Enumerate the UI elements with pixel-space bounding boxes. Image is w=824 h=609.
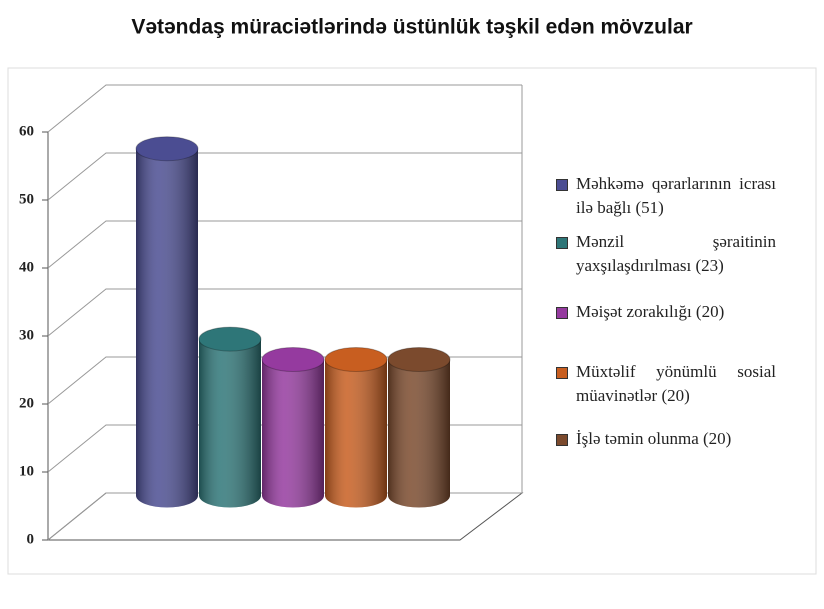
bar-top <box>387 347 451 372</box>
legend-label: Müxtəlif yönümlü sosial müavinətlər (20) <box>576 362 776 405</box>
legend-item: Məişət zorakılığı (20) <box>556 300 776 324</box>
bar-top <box>135 136 199 162</box>
bar-shade <box>325 359 387 508</box>
bar-top <box>261 347 325 372</box>
plot-area: 0 10 20 30 40 50 60 <box>19 84 524 547</box>
y-tick-label: 0 <box>27 531 35 547</box>
bar-shade <box>388 359 450 508</box>
legend-item: Məhkəmə qərarlarının icrası ilə bağlı (5… <box>556 172 776 220</box>
legend-swatch <box>556 434 568 446</box>
bar-top <box>324 347 388 372</box>
legend-label: Məhkəmə qərarlarının icrası ilə bağlı (5… <box>576 174 776 217</box>
y-tick-label: 30 <box>19 327 34 343</box>
legend-swatch <box>556 307 568 319</box>
y-tick-label: 20 <box>19 395 34 411</box>
legend-label: Mənzil şəraitinin yaxşılaşdırılması (23) <box>576 232 776 275</box>
y-tick-label: 40 <box>19 259 34 275</box>
grid-line <box>47 220 522 269</box>
grid-line <box>47 84 522 133</box>
legend-label: Məişət zorakılığı (20) <box>576 302 725 321</box>
legend-item: İşlə təmin olunma (20) <box>556 427 776 451</box>
grid-line <box>47 152 522 201</box>
chart-frame <box>7 67 817 575</box>
y-tick-label: 60 <box>19 123 34 139</box>
legend-swatch <box>556 179 568 191</box>
bar-shade <box>262 359 324 508</box>
y-tick-label: 50 <box>19 191 34 207</box>
y-tick-label: 10 <box>19 463 34 479</box>
legend-label: İşlə təmin olunma (20) <box>576 429 732 448</box>
grid-line <box>47 288 522 337</box>
bar-shade <box>136 148 198 508</box>
legend-item: Müxtəlif yönümlü sosial müavinətlər (20) <box>556 360 776 408</box>
legend-swatch <box>556 367 568 379</box>
legend-item: Mənzil şəraitinin yaxşılaşdırılması (23) <box>556 230 776 278</box>
legend-swatch <box>556 237 568 249</box>
bar-top <box>198 326 262 352</box>
chart-title: Vətəndaş müraciətlərində üstünlük təşkil… <box>131 16 692 39</box>
bar-shade <box>198 339 261 508</box>
